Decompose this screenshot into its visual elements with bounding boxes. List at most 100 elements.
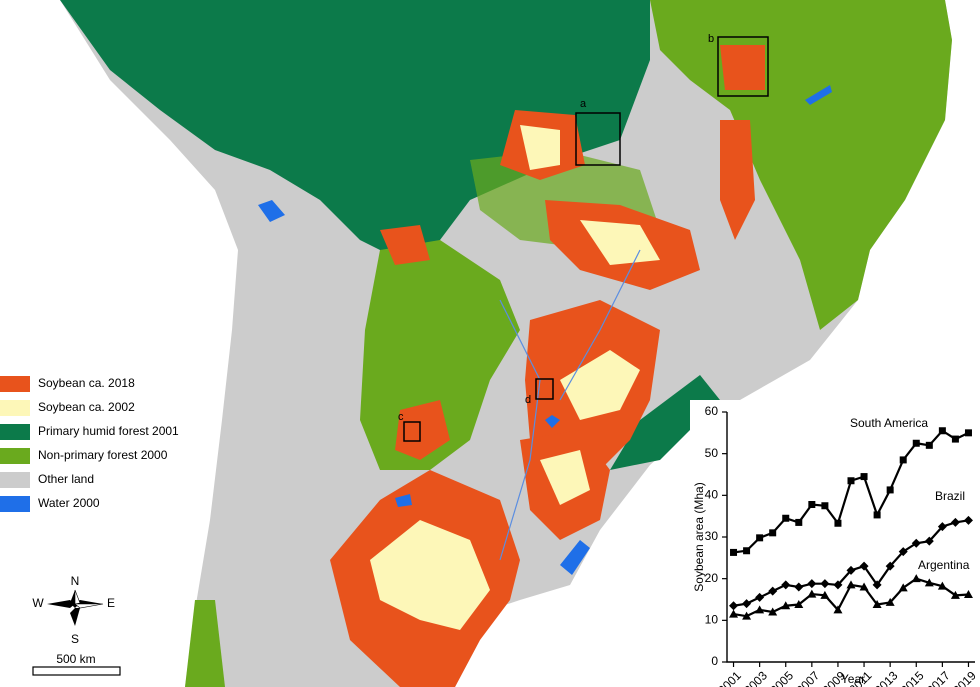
soy-2002 — [580, 220, 660, 265]
legend-label: Other land — [38, 472, 94, 486]
marker — [730, 548, 738, 556]
marker — [769, 529, 777, 537]
marker — [846, 580, 856, 589]
y-tick-label: 50 — [705, 446, 719, 460]
marker — [820, 590, 830, 599]
marker — [794, 582, 804, 592]
marker — [898, 583, 908, 592]
legend-swatch — [0, 472, 30, 488]
y-tick-label: 60 — [705, 404, 719, 418]
series-label: Brazil — [935, 489, 965, 503]
marker — [781, 601, 791, 610]
legend-swatch — [0, 448, 30, 464]
y-tick-label: 0 — [711, 654, 718, 668]
marker — [743, 547, 751, 555]
y-tick-label: 20 — [705, 571, 719, 585]
x-axis-label: Year — [841, 672, 865, 686]
marker — [950, 590, 960, 599]
marker — [755, 592, 765, 602]
y-axis-label: Soybean area (Mha) — [692, 482, 706, 591]
compass-east: E — [107, 596, 115, 610]
scale-label: 500 km — [56, 652, 95, 666]
inset-box — [403, 421, 421, 442]
marker — [911, 538, 921, 548]
marker — [768, 586, 778, 596]
inset-label: a — [580, 98, 587, 110]
compass-west: W — [32, 596, 44, 610]
marker — [768, 607, 778, 616]
marker — [820, 579, 830, 589]
marker — [911, 574, 921, 583]
marker — [756, 534, 764, 542]
series-label: South America — [850, 416, 928, 430]
marker — [859, 582, 869, 591]
marker — [860, 473, 868, 481]
secondary-forest — [185, 600, 225, 687]
marker — [951, 435, 959, 443]
y-tick-label: 30 — [705, 529, 719, 543]
soy-2018 — [395, 400, 450, 460]
inset-label: c — [398, 411, 404, 423]
soy-2002 — [370, 520, 490, 630]
marker — [925, 441, 933, 449]
river — [499, 299, 541, 561]
marker — [872, 580, 882, 590]
marker — [821, 502, 829, 510]
marker — [885, 597, 895, 606]
marker — [898, 547, 908, 557]
legend-swatch — [0, 496, 30, 512]
soy-2018 — [380, 225, 430, 265]
water — [395, 494, 412, 507]
soy-2002 — [560, 350, 640, 420]
marker — [886, 486, 894, 494]
marker — [912, 439, 920, 447]
marker — [781, 580, 791, 590]
humid-forest — [610, 375, 720, 470]
legend-swatch — [0, 400, 30, 416]
marker — [807, 589, 817, 598]
legend-label: Primary humid forest 2001 — [38, 424, 179, 438]
marker — [795, 518, 803, 526]
y-tick-label: 10 — [705, 613, 719, 627]
series-label: Argentina — [918, 558, 970, 572]
marker — [847, 477, 855, 485]
water — [258, 200, 285, 222]
water — [805, 85, 832, 105]
marker — [938, 427, 946, 435]
chart-background — [690, 400, 980, 687]
soy-2002 — [540, 450, 590, 505]
legend-swatch — [0, 376, 30, 392]
marker — [729, 601, 739, 611]
soy-2002 — [520, 125, 560, 170]
legend-label: Water 2000 — [38, 496, 100, 510]
legend-label: Soybean ca. 2002 — [38, 400, 135, 414]
compass: N E S W — [32, 574, 115, 646]
marker — [924, 578, 934, 587]
marker — [964, 429, 972, 437]
marker — [833, 605, 843, 614]
marker — [782, 514, 790, 522]
marker — [755, 605, 765, 614]
scale-bar — [32, 666, 121, 676]
marker — [742, 599, 752, 609]
y-tick-label: 40 — [705, 488, 719, 502]
water — [560, 540, 590, 575]
inset-box — [575, 112, 621, 166]
marker — [872, 600, 882, 608]
legend: Soybean ca. 2018 Soybean ca. 2002 Primary … — [0, 376, 179, 512]
marker — [885, 561, 895, 571]
marker — [899, 456, 907, 464]
marker — [859, 561, 869, 571]
marker — [794, 600, 804, 608]
marker — [950, 517, 960, 527]
inset-box — [535, 378, 554, 400]
chart: 0102030405060200120032005200720092011201… — [692, 404, 979, 687]
marker — [937, 581, 947, 590]
marker — [873, 511, 881, 519]
marker — [963, 515, 973, 525]
legend-swatch — [0, 424, 30, 440]
legend-label: Non-primary forest 2000 — [38, 448, 168, 462]
marker — [846, 565, 856, 575]
compass-south: S — [71, 632, 79, 646]
